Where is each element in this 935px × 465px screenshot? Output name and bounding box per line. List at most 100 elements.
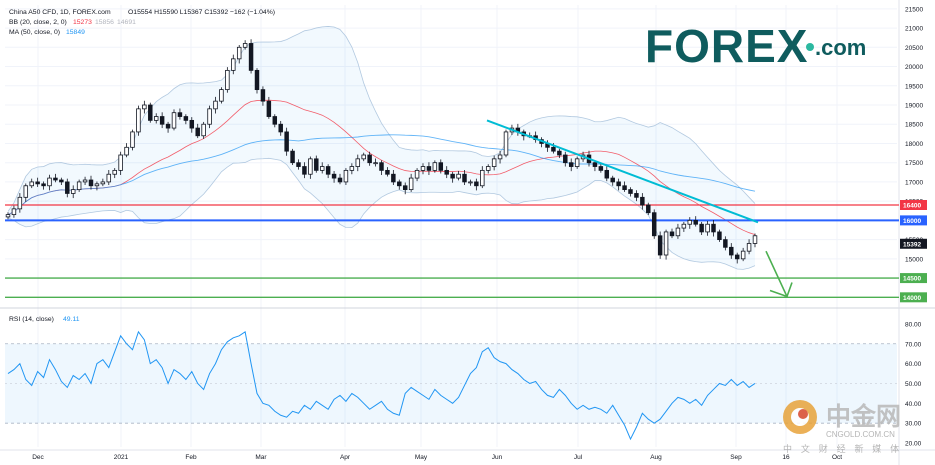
rsi-tick-label: 70.00 — [905, 341, 922, 348]
candle-body — [669, 231, 675, 237]
candle-body — [687, 219, 693, 225]
candle-body — [65, 181, 70, 194]
rsi-axis: 80.00 70.00 60.00 50.00 40.00 30.00 20.00 — [905, 321, 922, 447]
candle-body — [438, 162, 444, 171]
legend-rsi-value: 49.11 — [63, 316, 80, 323]
candle-body — [337, 177, 343, 183]
price-tick-label: 15000 — [905, 256, 923, 263]
level-tag-14000 — [900, 292, 927, 303]
candle-body — [242, 43, 248, 48]
candle-body — [634, 193, 639, 198]
candle-body — [729, 246, 734, 256]
target-arrow-head — [769, 282, 793, 298]
candle-body — [681, 223, 687, 229]
level-tag-14500 — [900, 273, 927, 284]
candle-body — [557, 150, 562, 156]
candle-body — [219, 89, 224, 102]
legend-bb: BB (20, close, 2, 0) — [9, 19, 67, 26]
legend-bb-upper: 15856 — [95, 19, 114, 26]
candle-body — [236, 46, 242, 60]
forex-logo-text: FOREX — [645, 20, 808, 72]
candle-body — [734, 254, 740, 260]
candle-body — [47, 177, 52, 187]
candle-body — [189, 119, 195, 129]
candle-body — [278, 123, 283, 133]
cngold-title: 中金网 — [826, 402, 901, 431]
candle-body — [59, 179, 64, 183]
level-tag-label: 16000 — [903, 218, 921, 225]
candle-body — [100, 181, 106, 185]
candle-body — [592, 162, 598, 167]
rsi-line — [7, 330, 756, 441]
candle-body — [106, 173, 112, 183]
candle-body — [551, 146, 556, 152]
candle-body — [82, 179, 88, 183]
candle-body — [480, 169, 485, 187]
price-tick-label: 18500 — [905, 122, 923, 129]
candle-body — [29, 181, 34, 187]
candle-body — [177, 112, 183, 117]
candle-body — [272, 116, 278, 125]
candle-body — [616, 181, 621, 187]
candle-body — [325, 166, 331, 175]
price-tick-label: 21000 — [905, 26, 923, 33]
candle-body — [136, 108, 141, 133]
candle-body — [213, 100, 218, 110]
candle-body — [574, 158, 580, 167]
candle-body — [302, 166, 307, 175]
candle-body — [379, 162, 384, 171]
candle-body — [142, 104, 147, 110]
candle-body — [491, 158, 497, 167]
legend-bb-basis: 15273 — [73, 19, 92, 26]
candle-body — [70, 189, 76, 194]
price-tick-label: 21500 — [905, 6, 923, 13]
rsi-tick-label: 20.00 — [905, 441, 922, 448]
candle-body — [699, 223, 704, 233]
legend-ma: MA (50, close, 0) — [9, 29, 60, 36]
candle-body — [308, 158, 313, 175]
target-arrow-shaft — [765, 250, 788, 297]
price-tick-label: 20500 — [905, 45, 923, 52]
time-tick-label: Jun — [492, 454, 503, 461]
candle-body — [462, 173, 467, 183]
price-tick-label: 20000 — [905, 64, 923, 71]
candle-body — [568, 162, 574, 167]
trendline — [486, 119, 759, 224]
forex-logo: FOREX .com — [645, 20, 866, 72]
cngold-watermark: 中金网 CNGOLD.COM.CN 中 文 财 经 新 媒 体 — [783, 400, 902, 455]
candle-body — [604, 169, 610, 179]
time-tick-label: Aug — [650, 454, 662, 461]
price-tick-label: 19000 — [905, 103, 923, 110]
rsi-tick-label: 50.00 — [905, 381, 922, 388]
level-tag-16000 — [900, 215, 927, 226]
cngold-tagline: 中 文 财 经 新 媒 体 — [783, 443, 902, 455]
candle-body — [450, 173, 455, 179]
candle-body — [420, 166, 426, 171]
candle-body — [598, 166, 604, 171]
candle-body — [657, 235, 663, 256]
candle-body — [343, 169, 349, 183]
candle-body — [361, 154, 366, 160]
legend-ohlc: O15554 H15590 L15367 C15392 −162 (−1.04%… — [128, 9, 275, 16]
legend-main: China A50 CFD, 1D, FOREX.com — [9, 9, 111, 16]
time-tick-label: Jul — [574, 454, 583, 461]
candle-body — [693, 219, 698, 225]
candle-body — [201, 123, 206, 137]
time-tick-label: 2021 — [114, 454, 129, 461]
candle-body — [153, 116, 159, 121]
candle-body — [705, 223, 710, 233]
bb-lower-line — [7, 157, 756, 270]
time-axis: Dec 2021 Feb Mar Apr May Jun Jul Aug Sep 16 Oct — [32, 454, 842, 461]
candle-body — [468, 181, 473, 184]
candle-body — [711, 223, 716, 233]
candle-body — [444, 169, 449, 175]
candle-body — [622, 185, 627, 191]
forex-logo-suffix: .com — [815, 35, 866, 60]
candle-body — [41, 183, 46, 187]
candle-body — [497, 154, 503, 160]
candle-body — [290, 150, 295, 164]
time-tick-label: May — [415, 454, 428, 461]
candle-body — [373, 162, 378, 165]
candle-body — [740, 250, 746, 260]
